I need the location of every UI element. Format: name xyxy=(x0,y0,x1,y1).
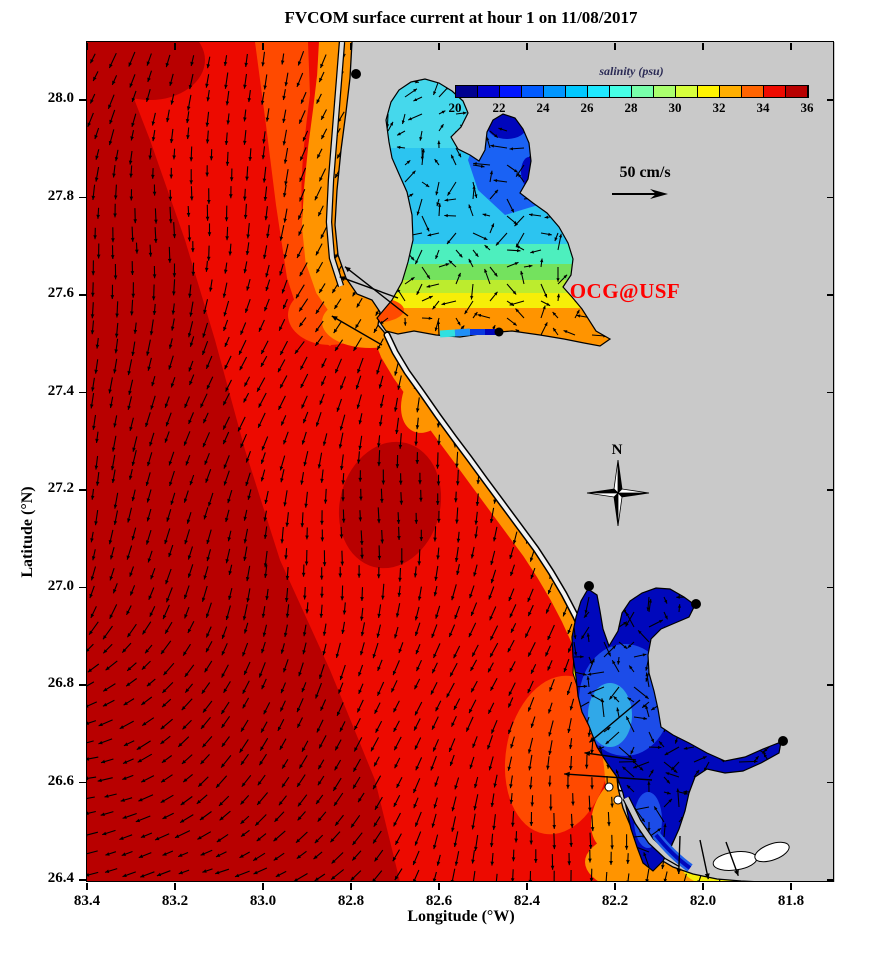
y-tick-label: 27.2 xyxy=(47,480,74,496)
colorbar-segment xyxy=(632,86,654,97)
y-tick-mark-right xyxy=(827,391,834,394)
x-tick-label: 82.6 xyxy=(425,893,453,909)
y-tick-label: 27.4 xyxy=(47,382,74,399)
y-tick-mark xyxy=(79,196,86,199)
colorbar-segment xyxy=(654,86,676,97)
colorbar-label: salinity (psu) xyxy=(599,64,664,78)
x-tick-label: 83.4 xyxy=(73,893,101,909)
y-tick-mark-right xyxy=(827,489,834,491)
colorbar-tick-label: 20 xyxy=(448,100,462,115)
x-tick-label: 83.2 xyxy=(161,893,189,909)
colorbar-segment xyxy=(610,86,632,97)
y-tick-mark xyxy=(79,586,86,589)
colorbar-tick-label: 28 xyxy=(624,100,638,115)
y-tick-mark xyxy=(79,391,86,394)
y-tick-mark xyxy=(79,489,86,491)
x-tick-mark xyxy=(702,883,704,890)
x-tick-mark-top xyxy=(86,43,88,50)
colorbar-tick-label: 32 xyxy=(712,100,726,115)
x-tick-mark xyxy=(350,883,352,890)
colorbar-segment xyxy=(544,86,566,97)
plot-title: FVCOM surface current at hour 1 on 11/08… xyxy=(284,8,638,27)
colorbar-segment xyxy=(456,86,478,97)
colorbar-segment xyxy=(500,86,522,97)
colorbar-tick-label: 24 xyxy=(536,100,550,115)
y-tick-mark-right xyxy=(827,684,834,686)
colorbar-segment xyxy=(676,86,698,97)
y-tick-mark xyxy=(79,781,86,784)
colorbar-tick-label: 36 xyxy=(800,100,814,115)
x-tick-mark-top xyxy=(614,43,616,50)
x-tick-mark xyxy=(614,883,616,890)
y-tick-mark-right xyxy=(827,586,834,589)
x-tick-label: 82.8 xyxy=(337,893,365,909)
x-tick-label: 83.0 xyxy=(249,893,277,909)
y-tick-label: 28.0 xyxy=(47,90,74,106)
y-tick-label: 26.4 xyxy=(47,870,74,886)
colorbar-segment xyxy=(588,86,610,97)
x-tick-label: 82.0 xyxy=(689,893,717,909)
x-tick-label: 81.8 xyxy=(777,893,805,909)
scale-label: 50 cm/s xyxy=(619,164,671,181)
compass-rose-icon xyxy=(586,459,650,527)
y-tick-label: 26.6 xyxy=(47,772,74,789)
y-tick-label: 27.8 xyxy=(47,187,74,204)
x-tick-label: 82.2 xyxy=(601,893,629,909)
scale-arrow-icon xyxy=(612,189,668,199)
y-tick-mark xyxy=(79,684,86,686)
colorbar-segment xyxy=(478,86,500,97)
y-tick-mark-right xyxy=(827,196,834,199)
y-tick-mark xyxy=(79,294,86,296)
x-tick-mark-top xyxy=(350,43,352,50)
y-tick-mark-right xyxy=(827,294,834,296)
colorbar-tick-label: 26 xyxy=(580,100,594,115)
y-axis-title: Latitude (°N) xyxy=(19,486,36,578)
x-tick-mark xyxy=(438,883,440,890)
x-tick-mark-top xyxy=(262,43,264,50)
colorbar-gradient xyxy=(455,85,809,98)
x-tick-label: 82.4 xyxy=(513,893,541,909)
colorbar-segment xyxy=(742,86,764,97)
x-tick-mark xyxy=(526,883,528,890)
y-tick-mark xyxy=(79,99,86,101)
compass-n-label: N xyxy=(611,442,623,458)
map-canvas xyxy=(87,42,835,882)
colorbar-segment xyxy=(566,86,588,97)
colorbar-segment xyxy=(764,86,786,97)
colorbar-tick-label: 22 xyxy=(492,100,506,115)
colorbar-segment xyxy=(522,86,544,97)
colorbar-tick-label: 34 xyxy=(756,100,770,115)
y-tick-mark-right xyxy=(827,879,834,881)
y-tick-mark xyxy=(79,879,86,881)
colorbar-segment xyxy=(786,86,808,97)
x-tick-mark-top xyxy=(438,43,440,50)
y-tick-mark-right xyxy=(827,99,834,101)
x-tick-mark-top xyxy=(790,43,792,50)
y-tick-mark-right xyxy=(827,781,834,784)
x-tick-mark-top xyxy=(702,43,704,50)
watermark: OCG@USF xyxy=(569,279,681,303)
colorbar-segment xyxy=(698,86,720,97)
x-tick-mark xyxy=(790,883,792,890)
colorbar-segment xyxy=(720,86,742,97)
x-tick-mark xyxy=(262,883,264,890)
y-tick-label: 27.6 xyxy=(47,285,74,301)
x-axis-title: Longitude (°W) xyxy=(407,908,515,925)
y-tick-label: 27.0 xyxy=(47,577,74,594)
y-tick-label: 26.8 xyxy=(47,675,74,691)
x-tick-mark xyxy=(174,883,176,890)
x-tick-mark-top xyxy=(174,43,176,50)
colorbar-tick-label: 30 xyxy=(668,100,682,115)
plot-frame xyxy=(86,41,834,882)
x-tick-mark xyxy=(86,883,88,890)
x-tick-mark-top xyxy=(526,43,528,50)
